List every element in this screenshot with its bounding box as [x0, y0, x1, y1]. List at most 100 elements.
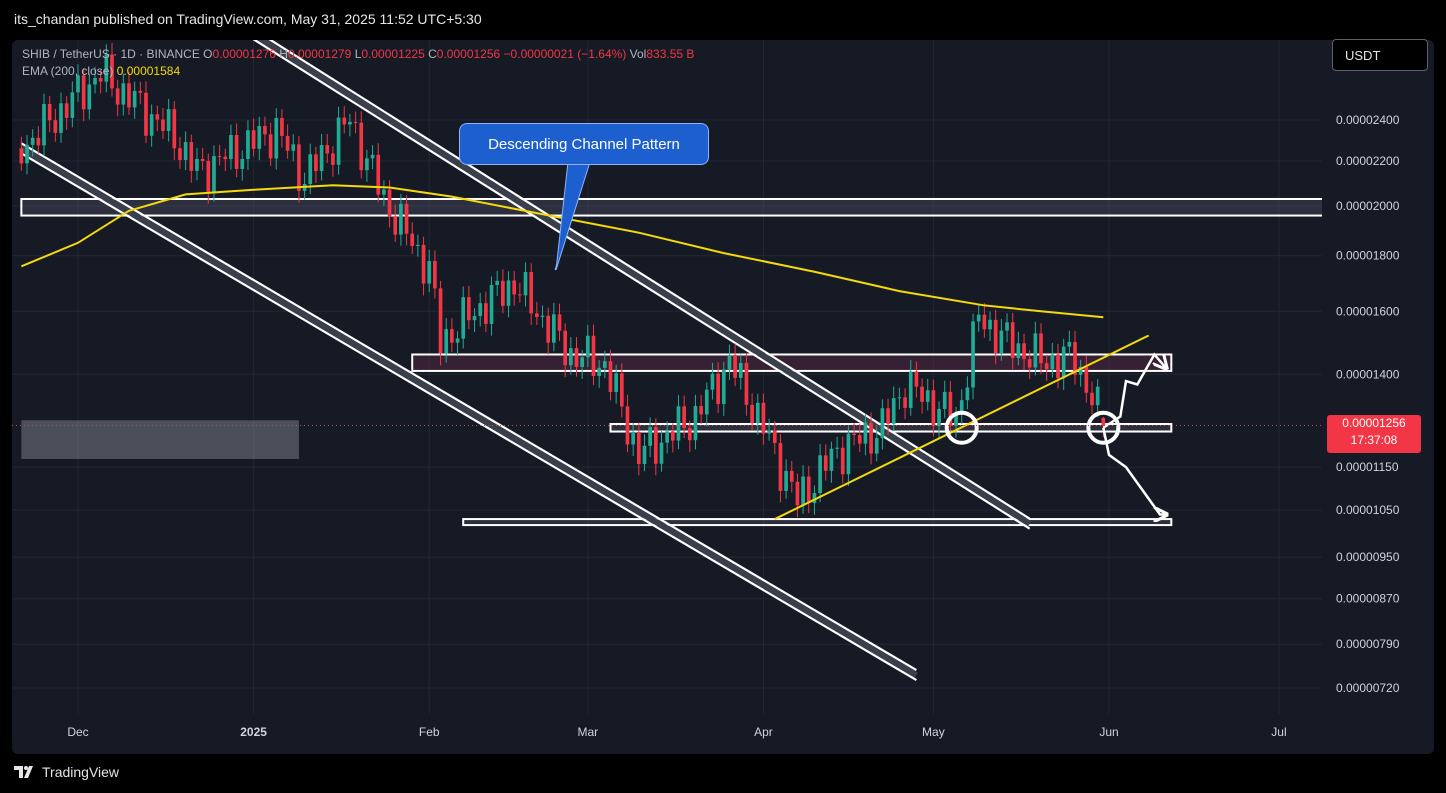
time-axis[interactable]: Dec 2025 Feb Mar Apr May Jun Jul — [67, 725, 1286, 739]
time-tick-label: Feb — [419, 725, 440, 739]
price-zone[interactable] — [462, 518, 1173, 527]
candle-body — [738, 362, 743, 378]
candle-body — [421, 244, 426, 284]
candle-body — [518, 294, 522, 296]
candle-body — [648, 427, 652, 446]
candle-body — [846, 433, 851, 475]
candle-body — [450, 329, 454, 343]
descending-channel-callout[interactable]: Descending Channel Pattern — [459, 123, 709, 165]
candle-body — [70, 92, 75, 118]
candle-body — [251, 130, 256, 149]
candle-body — [274, 118, 279, 159]
candle-body — [670, 431, 675, 441]
time-tick-label: Mar — [577, 725, 598, 739]
candle-body — [501, 280, 505, 306]
candle-body — [585, 335, 590, 358]
candle-body — [195, 158, 199, 171]
open-value: 0.00001276 — [212, 47, 276, 61]
currency-button[interactable]: USDT — [1332, 39, 1428, 71]
candle-body — [484, 303, 488, 324]
candle-body — [189, 142, 194, 171]
candle-body — [331, 153, 335, 165]
candle-body — [376, 154, 381, 195]
candle-body — [427, 261, 432, 284]
price-zone[interactable] — [20, 197, 1392, 217]
candle-body — [886, 408, 890, 424]
candle-body — [823, 455, 828, 471]
ema-label[interactable]: EMA (200, close) — [22, 64, 114, 78]
last-price-value: 0.00001256 — [1342, 416, 1406, 430]
candle-body — [144, 92, 148, 136]
candle-body — [676, 406, 681, 441]
candle-body — [682, 406, 686, 429]
candle-body — [297, 144, 301, 191]
candle-body — [716, 373, 720, 404]
channel-rail[interactable] — [20, 142, 917, 672]
support-trendline[interactable] — [774, 334, 1150, 520]
candle-body — [976, 314, 981, 322]
candle-body — [455, 338, 460, 343]
publisher-text: its_chandan published on TradingView.com… — [14, 11, 482, 27]
bullish-projection-arrow[interactable] — [1102, 352, 1165, 429]
time-tick-label: Jul — [1271, 725, 1286, 739]
candle-body — [959, 400, 964, 415]
candle-body — [999, 330, 1004, 354]
time-tick-label: May — [922, 725, 945, 739]
candle-body — [257, 125, 262, 149]
candle-body — [399, 203, 403, 235]
price-tick-label: 0.00000950 — [1336, 550, 1400, 564]
candle-body — [314, 154, 318, 172]
candle-body — [574, 348, 579, 367]
high-value: 0.00001279 — [287, 47, 352, 61]
candle-body — [937, 408, 941, 427]
candles — [19, 43, 1106, 518]
symbol-label[interactable]: SHIB / TetherUS · 1D · BINANCE — [22, 47, 200, 61]
price-axis[interactable]: 0.00002400 0.00002200 0.00002000 0.00001800… — [1336, 113, 1400, 695]
candle-body — [387, 189, 392, 217]
candle-body — [353, 121, 358, 123]
descending-channel — [19, 26, 1032, 682]
candle-body — [212, 156, 216, 192]
channel-rail[interactable] — [20, 152, 917, 682]
candle-body — [1010, 322, 1015, 359]
candle-body — [869, 422, 873, 454]
footer-bar: TradingView — [0, 754, 1446, 793]
candle-body — [138, 90, 143, 93]
highlight-circle[interactable] — [944, 410, 979, 445]
highlight-circle[interactable] — [1086, 410, 1121, 445]
low-label: L — [354, 47, 362, 61]
candle-body — [183, 142, 188, 160]
bearish-projection-arrow[interactable] — [1102, 427, 1165, 515]
candle-body — [115, 88, 120, 105]
candle-body — [891, 398, 896, 424]
candle-body — [217, 156, 222, 158]
price-tick-label: 0.00000870 — [1336, 592, 1400, 606]
candle-body — [523, 272, 528, 296]
candle-body — [591, 335, 596, 376]
candle-body — [370, 154, 375, 159]
channel-rail[interactable] — [248, 26, 1031, 520]
candle-body — [166, 109, 171, 131]
candle-body — [721, 369, 726, 404]
candle-body — [200, 158, 205, 161]
candle-body — [784, 470, 788, 491]
high-label: H — [279, 47, 288, 61]
candle-body — [801, 476, 805, 506]
candle-body — [1005, 322, 1009, 331]
candle-body — [954, 414, 958, 426]
last-price-tag: 0.00001256 17:37:08 — [1327, 415, 1421, 453]
candle-body — [47, 103, 52, 121]
close-value: 0.00001256 — [436, 47, 501, 61]
tradingview-logo[interactable]: TradingView — [14, 764, 119, 780]
candle-body — [1090, 392, 1094, 406]
price-zone[interactable] — [21, 420, 299, 459]
candle-body — [597, 367, 602, 376]
channel-rail[interactable] — [248, 36, 1031, 530]
candle-body — [382, 189, 386, 195]
candle-body — [93, 78, 97, 85]
candle-body — [761, 402, 766, 434]
candle-body — [291, 144, 296, 151]
ema-200-line[interactable] — [20, 184, 1104, 319]
candle-body — [438, 288, 443, 354]
